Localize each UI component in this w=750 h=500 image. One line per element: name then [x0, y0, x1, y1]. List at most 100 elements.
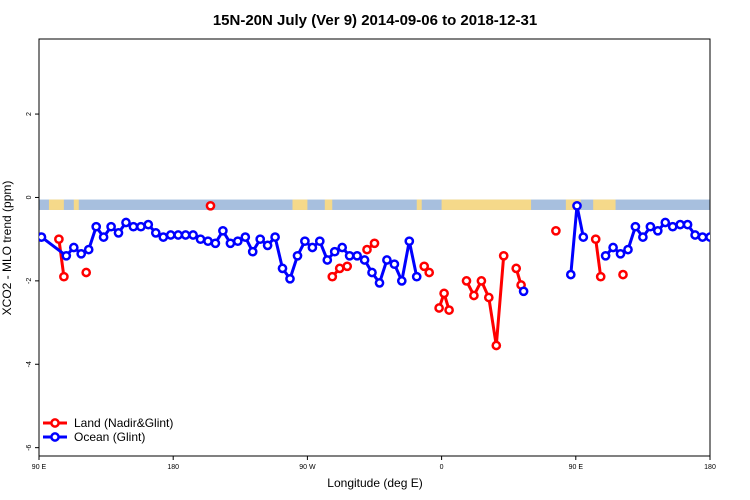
data-point: [439, 288, 449, 299]
data-point: [232, 236, 243, 247]
data-point: [337, 242, 348, 253]
data-point: [389, 259, 400, 270]
data-point: [314, 236, 325, 247]
data-point: [307, 242, 318, 253]
x-tick-label: 90 W: [299, 464, 316, 471]
land-patch: [441, 199, 532, 210]
data-point: [618, 269, 628, 280]
data-point: [675, 219, 686, 230]
x-tick-label: 180: [704, 464, 716, 471]
x-tick-label: 180: [167, 464, 179, 471]
data-point: [210, 238, 221, 249]
data-point: [590, 234, 601, 245]
data-point: [158, 232, 169, 242]
x-axis: 90 E 180 90 W 0 90 E 180: [32, 456, 716, 471]
data-point: [615, 248, 626, 259]
data-point: [173, 230, 184, 240]
data-point: [39, 232, 47, 242]
data-point: [255, 234, 266, 245]
data-point: [600, 250, 611, 261]
data-point: [91, 221, 102, 232]
data-point: [225, 238, 236, 249]
data-point: [300, 236, 310, 247]
data-point: [697, 232, 708, 242]
data-point: [476, 276, 487, 286]
data-point: [652, 225, 663, 236]
data-point: [705, 232, 710, 242]
data-point: [483, 292, 494, 303]
data-point: [565, 269, 576, 280]
data-point: [645, 221, 656, 232]
data-point: [362, 244, 372, 255]
series-line: [57, 239, 66, 277]
data-point: [690, 230, 700, 240]
data-point: [359, 255, 370, 265]
legend-marker: [50, 418, 60, 428]
y-axis-label: XCO2 - MLO trend (ppm): [0, 181, 14, 316]
data-point: [434, 303, 444, 313]
data-point: [59, 271, 69, 282]
data-point: [411, 271, 422, 282]
data-point: [322, 255, 333, 265]
land-patch: [593, 199, 616, 210]
data-point: [419, 261, 430, 272]
map-band: [39, 199, 710, 210]
data-point: [329, 246, 340, 257]
chart-title: 15N-20N July (Ver 9) 2014-09-06 to 2018-…: [213, 12, 537, 29]
data-point: [327, 271, 338, 282]
ocean-band: [39, 199, 710, 210]
data-point: [285, 273, 295, 284]
data-point: [511, 263, 522, 274]
x-axis-label: Longitude (deg E): [327, 476, 422, 490]
data-point: [342, 261, 353, 272]
data-point: [150, 228, 161, 238]
data-point: [551, 225, 561, 236]
data-point: [277, 263, 288, 274]
data-point: [292, 250, 303, 261]
data-point: [491, 340, 502, 351]
data-point: [630, 221, 641, 232]
land-patch: [416, 199, 422, 210]
data-point: [667, 221, 678, 232]
series-layer: [39, 200, 710, 351]
data-point: [262, 240, 273, 251]
data-point: [608, 242, 618, 253]
land-patch: [73, 199, 79, 210]
data-point: [165, 230, 176, 240]
y-axis: 2 0 -2 -4 -6: [26, 112, 39, 451]
data-point: [61, 250, 72, 261]
y-tick-label: -6: [26, 444, 33, 450]
legend-label: Land (Nadir&Glint): [74, 416, 173, 430]
x-tick-label: 90 E: [569, 464, 584, 471]
series-line: [465, 255, 506, 346]
plot-frame: [38, 38, 711, 457]
data-point: [518, 286, 529, 297]
data-point: [396, 276, 407, 286]
data-point: [461, 276, 472, 286]
data-point: [469, 290, 479, 301]
data-point: [444, 305, 454, 315]
legend-label: Ocean (Glint): [74, 430, 145, 444]
data-point: [498, 250, 509, 261]
series: [54, 200, 628, 351]
data-point: [660, 217, 671, 228]
y-tick-label: -4: [26, 361, 33, 367]
data-point: [205, 200, 216, 211]
data-point: [240, 232, 251, 242]
x-tick-label: 0: [440, 464, 444, 471]
data-point: [143, 219, 154, 230]
data-point: [404, 236, 415, 247]
data-point: [682, 219, 693, 230]
data-point: [352, 250, 362, 261]
data-point: [424, 267, 435, 278]
data-point: [81, 267, 92, 278]
data-point: [68, 242, 79, 253]
legend: Land (Nadir&Glint)Ocean (Glint): [43, 416, 173, 444]
series-line: [594, 239, 603, 277]
data-point: [595, 271, 606, 282]
x-tick-label: 90 E: [32, 464, 47, 471]
data-point: [54, 234, 64, 245]
data-point: [382, 255, 392, 265]
data-point: [334, 263, 345, 274]
